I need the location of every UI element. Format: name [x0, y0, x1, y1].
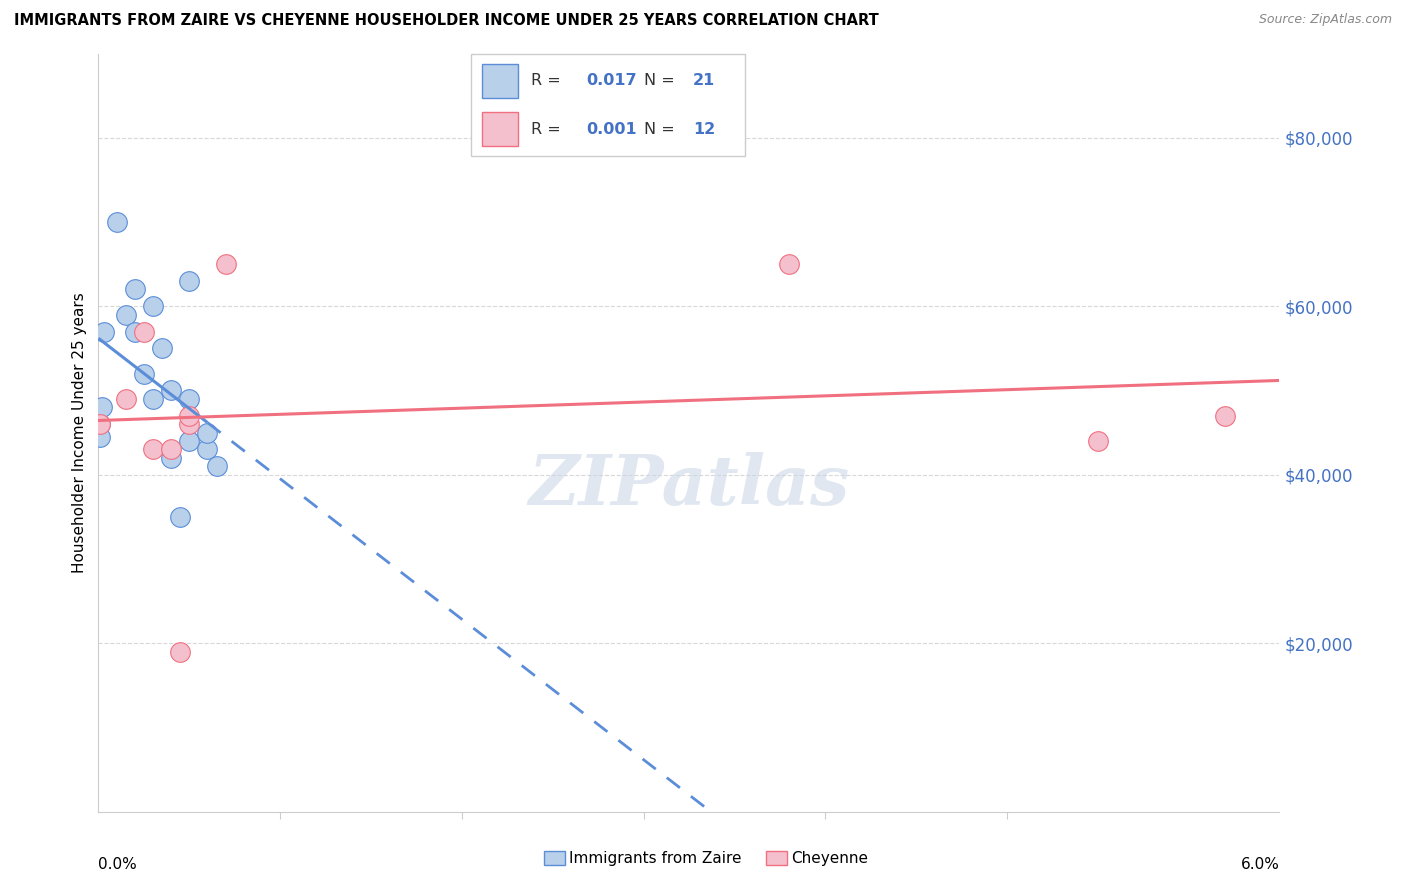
Text: ZIPatlas: ZIPatlas	[529, 452, 849, 519]
Point	[89, 417, 111, 432]
Point	[91, 401, 114, 415]
Point	[214, 257, 236, 271]
Point	[205, 459, 228, 474]
Text: IMMIGRANTS FROM ZAIRE VS CHEYENNE HOUSEHOLDER INCOME UNDER 25 YEARS CORRELATION : IMMIGRANTS FROM ZAIRE VS CHEYENNE HOUSEH…	[14, 13, 879, 29]
Text: 21: 21	[693, 72, 716, 87]
Point	[160, 450, 183, 465]
Point	[1087, 434, 1109, 448]
Text: Cheyenne: Cheyenne	[792, 851, 869, 865]
Point	[142, 299, 165, 313]
Text: R =: R =	[531, 72, 561, 87]
Text: 12: 12	[693, 122, 716, 137]
Text: 0.017: 0.017	[586, 72, 637, 87]
Point	[179, 274, 201, 288]
Point	[169, 509, 191, 524]
Point	[150, 342, 173, 356]
Point	[169, 645, 191, 659]
Point	[89, 417, 111, 432]
Point	[142, 442, 165, 457]
Text: 0.0%: 0.0%	[98, 857, 138, 872]
Text: N =: N =	[644, 72, 675, 87]
Point	[114, 308, 136, 322]
FancyBboxPatch shape	[482, 64, 517, 97]
Point	[124, 325, 146, 339]
Text: 6.0%: 6.0%	[1240, 857, 1279, 872]
Point	[160, 384, 183, 398]
FancyBboxPatch shape	[482, 112, 517, 145]
Point	[179, 392, 201, 406]
Point	[89, 430, 111, 444]
Point	[160, 442, 183, 457]
Point	[179, 417, 201, 432]
Point	[197, 442, 219, 457]
Point	[93, 325, 115, 339]
FancyBboxPatch shape	[471, 54, 745, 156]
Point	[1213, 409, 1236, 423]
Y-axis label: Householder Income Under 25 years: Householder Income Under 25 years	[72, 293, 87, 573]
Point	[124, 282, 146, 296]
Text: 0.001: 0.001	[586, 122, 637, 137]
Point	[197, 425, 219, 440]
Point	[132, 325, 155, 339]
Point	[132, 367, 155, 381]
Point	[142, 392, 165, 406]
Point	[778, 257, 800, 271]
Text: R =: R =	[531, 122, 561, 137]
Point	[179, 409, 201, 423]
Point	[114, 392, 136, 406]
Point	[105, 215, 128, 229]
Text: Immigrants from Zaire: Immigrants from Zaire	[569, 851, 742, 865]
Text: Source: ZipAtlas.com: Source: ZipAtlas.com	[1258, 13, 1392, 27]
Point	[179, 434, 201, 448]
Text: N =: N =	[644, 122, 675, 137]
